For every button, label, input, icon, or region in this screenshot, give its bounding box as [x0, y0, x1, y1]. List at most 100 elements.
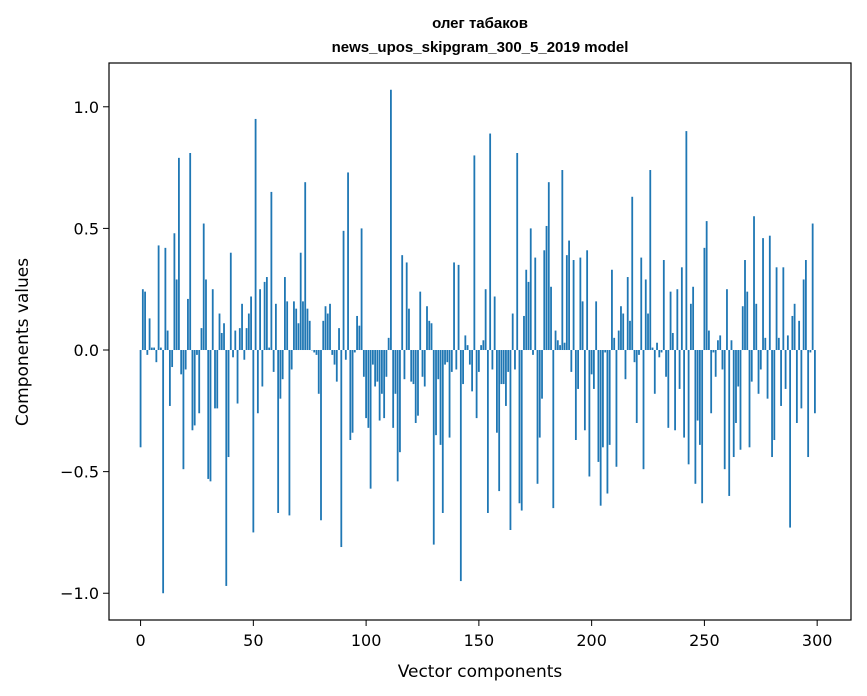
- bar-200: [590, 350, 593, 375]
- y-tick-label: −1.0: [60, 584, 99, 603]
- bar-284: [780, 350, 782, 406]
- bar-233: [665, 350, 667, 377]
- bar-258: [721, 350, 724, 370]
- bar-294: [802, 279, 805, 351]
- y-tick-label: 0.5: [74, 219, 99, 238]
- bar-93: [349, 350, 352, 441]
- bar-30: [207, 350, 210, 479]
- bar-150: [477, 350, 480, 372]
- bar-56: [265, 277, 268, 351]
- bar-268: [744, 260, 746, 351]
- bar-260: [726, 289, 728, 351]
- bar-52: [256, 350, 259, 414]
- bar-64: [284, 277, 286, 351]
- bar-88: [338, 328, 340, 351]
- bar-216: [626, 277, 629, 351]
- bar-126: [423, 350, 426, 387]
- bar-276: [762, 238, 764, 351]
- bar-75: [308, 320, 311, 351]
- bar-256: [717, 340, 719, 351]
- chart-title-line-1: олег табаков: [432, 15, 528, 32]
- bar-134: [441, 350, 444, 513]
- bar-297: [809, 350, 812, 353]
- bar-90: [342, 230, 345, 351]
- bar-244: [689, 303, 692, 351]
- bar-71: [299, 252, 302, 351]
- bar-92: [347, 172, 349, 351]
- bar-169: [520, 350, 523, 511]
- bar-153: [484, 289, 487, 351]
- bar-157: [493, 296, 496, 351]
- bar-101: [367, 350, 370, 428]
- bar-130: [432, 350, 435, 545]
- bar-179: [543, 250, 546, 351]
- bar-86: [333, 350, 336, 365]
- bar-50: [252, 350, 255, 533]
- bar-29: [205, 279, 207, 351]
- bar-249: [701, 350, 704, 504]
- bar-104: [374, 350, 377, 387]
- bar-142: [459, 350, 462, 582]
- bar-288: [789, 350, 791, 528]
- bar-164: [509, 350, 512, 530]
- x-tick-label: 0: [135, 631, 145, 650]
- bar-22: [189, 153, 192, 351]
- x-axis-ticks: 0 50 100 150 200 250 300: [135, 620, 832, 650]
- bar-38: [225, 350, 228, 586]
- bar-95: [353, 350, 356, 353]
- bar-160: [500, 350, 503, 385]
- y-axis-ticks: −1.0 −0.5 0.0 0.5 1.0: [60, 98, 109, 603]
- bar-45: [241, 303, 243, 351]
- bar-227: [651, 347, 654, 351]
- bar-102: [369, 350, 372, 489]
- bar-225: [647, 313, 649, 351]
- bar-287: [786, 335, 789, 351]
- bar-135: [444, 350, 446, 365]
- bar-296: [807, 350, 810, 458]
- bar-203: [597, 350, 600, 462]
- bar-18: [180, 350, 183, 375]
- bar-10: [162, 350, 165, 594]
- bar-290: [793, 303, 796, 351]
- bar-192: [572, 260, 575, 351]
- bar-283: [777, 337, 780, 351]
- bar-105: [376, 350, 379, 382]
- bar-241: [683, 350, 685, 438]
- bar-193: [574, 350, 577, 441]
- bar-27: [200, 328, 203, 351]
- bar-191: [570, 350, 573, 372]
- bar-267: [741, 306, 744, 351]
- bar-31: [209, 350, 212, 482]
- bar-7: [155, 350, 158, 363]
- chart-title-line-2: news_upos_skipgram_300_5_2019 model: [332, 39, 629, 56]
- bar-24: [193, 350, 196, 426]
- bar-94: [351, 350, 354, 433]
- bar-139: [453, 262, 455, 351]
- bar-53: [259, 289, 261, 351]
- bar-220: [635, 350, 638, 423]
- bar-123: [417, 350, 419, 416]
- bar-113: [394, 350, 397, 394]
- bar-8: [157, 245, 160, 351]
- bar-44: [238, 328, 241, 351]
- bar-0: [139, 350, 142, 448]
- bar-36: [220, 332, 223, 351]
- bar-58: [270, 191, 273, 351]
- bar-112: [392, 350, 395, 428]
- bar-39: [227, 350, 230, 458]
- bar-181: [547, 182, 550, 351]
- y-axis-label: Components values: [13, 258, 33, 426]
- bar-245: [692, 286, 695, 351]
- bar-162: [505, 350, 507, 406]
- bar-240: [680, 267, 683, 351]
- bar-81: [322, 320, 325, 351]
- bar-189: [565, 255, 568, 351]
- bar-106: [378, 350, 381, 421]
- bar-215: [624, 350, 627, 380]
- bar-115: [399, 350, 401, 453]
- bar-206: [604, 350, 607, 353]
- bar-133: [439, 350, 442, 445]
- bar-197: [583, 350, 586, 431]
- bar-83: [326, 313, 329, 351]
- bar-228: [653, 350, 656, 394]
